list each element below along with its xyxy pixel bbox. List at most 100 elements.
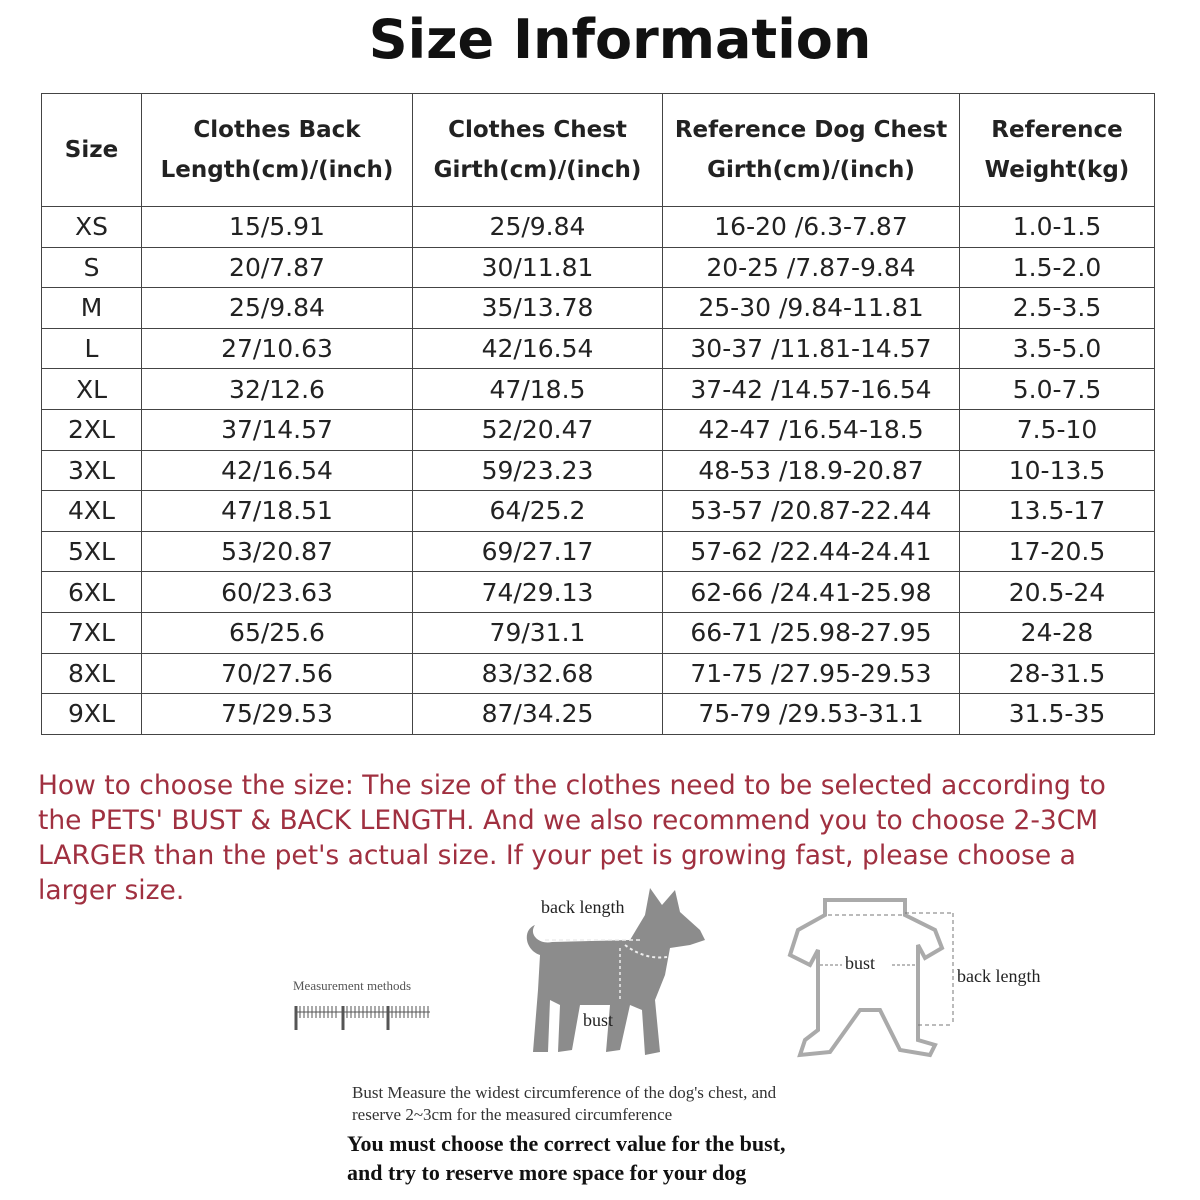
size-table: Size Clothes Back Length(cm)/(inch) Clothes… (41, 93, 1155, 735)
cell: 70/27.56 (141, 652, 413, 695)
ruler (294, 1006, 430, 1030)
cell: XL (41, 368, 142, 410)
cell: 5XL (41, 530, 142, 573)
cell: 25-30 /9.84-11.81 (662, 287, 960, 329)
header-line: Girth(cm)/(inch) (433, 157, 642, 183)
cell: M (41, 287, 142, 329)
cell: 30-37 /11.81-14.57 (662, 327, 960, 370)
cell: 48-53 /18.9-20.87 (662, 449, 960, 492)
cell: S (41, 246, 142, 289)
cell: 3XL (41, 449, 142, 492)
cell: L (41, 327, 142, 370)
header-line: Reference (991, 117, 1123, 143)
header-cell: Reference Dog Chest Girth(cm)/(inch) (662, 93, 960, 207)
size-row: 2XL 37/14.57 52/20.47 42-47 /16.54-18.5 7.5-… (41, 408, 1155, 451)
header-line: Clothes Back (193, 117, 361, 143)
cell: 47/18.5 (412, 368, 663, 410)
cell: 75-79 /29.53-31.1 (662, 693, 960, 735)
cell: 42-47 /16.54-18.5 (662, 408, 960, 451)
cell: 79/31.1 (412, 611, 663, 654)
size-row: 8XL 70/27.56 83/32.68 71-75 /27.95-29.53 28-… (41, 652, 1155, 695)
size-row: 9XL 75/29.53 87/34.25 75-79 /29.53-31.1 31.5… (41, 693, 1155, 735)
neck-line (624, 944, 668, 959)
cell: 66-71 /25.98-27.95 (662, 611, 960, 654)
cell: 2XL (41, 408, 142, 451)
header-line: Weight(kg) (984, 157, 1130, 183)
cell: 8XL (41, 652, 142, 695)
cell: 74/29.13 (412, 571, 663, 613)
cell: 57-62 /22.44-24.41 (662, 530, 960, 573)
size-row: S 20/7.87 30/11.81 20-25 /7.87-9.84 1.5-2.0 (41, 246, 1155, 289)
header-line: Clothes Chest (448, 117, 627, 143)
header-cell: Clothes Back Length(cm)/(inch) (141, 93, 413, 207)
header-row: Size Clothes Back Length(cm)/(inch) Clothes… (41, 93, 1155, 207)
cell: 28-31.5 (959, 652, 1155, 695)
cell: 53-57 /20.87-22.44 (662, 490, 960, 532)
cell: 83/32.68 (412, 652, 663, 695)
dog-silhouette (526, 888, 705, 1055)
clothes-bust-label: bust (845, 953, 875, 973)
cell: 4XL (41, 490, 142, 532)
cell: 69/27.17 (412, 530, 663, 573)
header-line: Length(cm)/(inch) (160, 157, 394, 183)
size-row: XL 32/12.6 47/18.5 37-42 /14.57-16.54 5.0-7.… (41, 368, 1155, 410)
size-row: 7XL 65/25.6 79/31.1 66-71 /25.98-27.95 24-28 (41, 611, 1155, 654)
cell: 2.5-3.5 (959, 287, 1155, 329)
cell: 10-13.5 (959, 449, 1155, 492)
size-row: M 25/9.84 35/13.78 25-30 /9.84-11.81 2.5-3.5 (41, 287, 1155, 329)
cell: 20-25 /7.87-9.84 (662, 246, 960, 289)
cell: 1.0-1.5 (959, 206, 1155, 248)
cell: 17-20.5 (959, 530, 1155, 573)
clothes-outline (787, 898, 945, 1058)
cell: 5.0-7.5 (959, 368, 1155, 410)
cell: 27/10.63 (141, 327, 413, 370)
size-note: How to choose the size: The size of the … (38, 770, 1106, 906)
cell: 62-66 /24.41-25.98 (662, 571, 960, 613)
clothes-back-label: back length (957, 966, 1040, 986)
size-row: XS 15/5.91 25/9.84 16-20 /6.3-7.87 1.0-1.5 (41, 206, 1155, 248)
size-row: 3XL 42/16.54 59/23.23 48-53 /18.9-20.87 10-1… (41, 449, 1155, 492)
size-row: 4XL 47/18.51 64/25.2 53-57 /20.87-22.44 13.5… (41, 490, 1155, 532)
cell: 25/9.84 (412, 206, 663, 248)
emphasis-line: You must choose the correct value for th… (347, 1131, 786, 1156)
cell: 7.5-10 (959, 408, 1155, 451)
cell: 9XL (41, 693, 142, 735)
size-row: L 27/10.63 42/16.54 30-37 /11.81-14.57 3.5-5… (41, 327, 1155, 370)
instruction-line: reserve 2~3cm for the measured circumfer… (352, 1105, 672, 1124)
cell: 20.5-24 (959, 571, 1155, 613)
cell: 30/11.81 (412, 246, 663, 289)
header-line: Girth(cm)/(inch) (707, 157, 915, 183)
title: Size Information (368, 8, 872, 71)
dog-bust-label: bust (583, 1010, 613, 1030)
cell: XS (41, 206, 142, 248)
header-line: Size (64, 137, 119, 163)
cell: 24-28 (959, 611, 1155, 654)
cell: 37-42 /14.57-16.54 (662, 368, 960, 410)
cell: 59/23.23 (412, 449, 663, 492)
cell: 37/14.57 (141, 408, 413, 451)
header-line: Reference Dog Chest (674, 117, 948, 143)
cell: 15/5.91 (141, 206, 413, 248)
header-cell: Size (41, 93, 142, 207)
cell: 87/34.25 (412, 693, 663, 735)
cell: 65/25.6 (141, 611, 413, 654)
cell: 6XL (41, 571, 142, 613)
cell: 42/16.54 (412, 327, 663, 370)
cell: 13.5-17 (959, 490, 1155, 532)
cell: 35/13.78 (412, 287, 663, 329)
cell: 31.5-35 (959, 693, 1155, 735)
size-row: 5XL 53/20.87 69/27.17 57-62 /22.44-24.41 17-… (41, 530, 1155, 573)
size-row: 6XL 60/23.63 74/29.13 62-66 /24.41-25.98 20.… (41, 571, 1155, 613)
cell: 7XL (41, 611, 142, 654)
cell: 32/12.6 (141, 368, 413, 410)
cell: 60/23.63 (141, 571, 413, 613)
cell: 53/20.87 (141, 530, 413, 573)
cell: 64/25.2 (412, 490, 663, 532)
cell: 52/20.47 (412, 408, 663, 451)
cell: 20/7.87 (141, 246, 413, 289)
measurement-label: Measurement methods (293, 978, 411, 993)
cell: 47/18.51 (141, 490, 413, 532)
header-cell: Clothes Chest Girth(cm)/(inch) (412, 93, 663, 207)
instruction-line: Bust Measure the widest circumference of… (352, 1083, 777, 1102)
